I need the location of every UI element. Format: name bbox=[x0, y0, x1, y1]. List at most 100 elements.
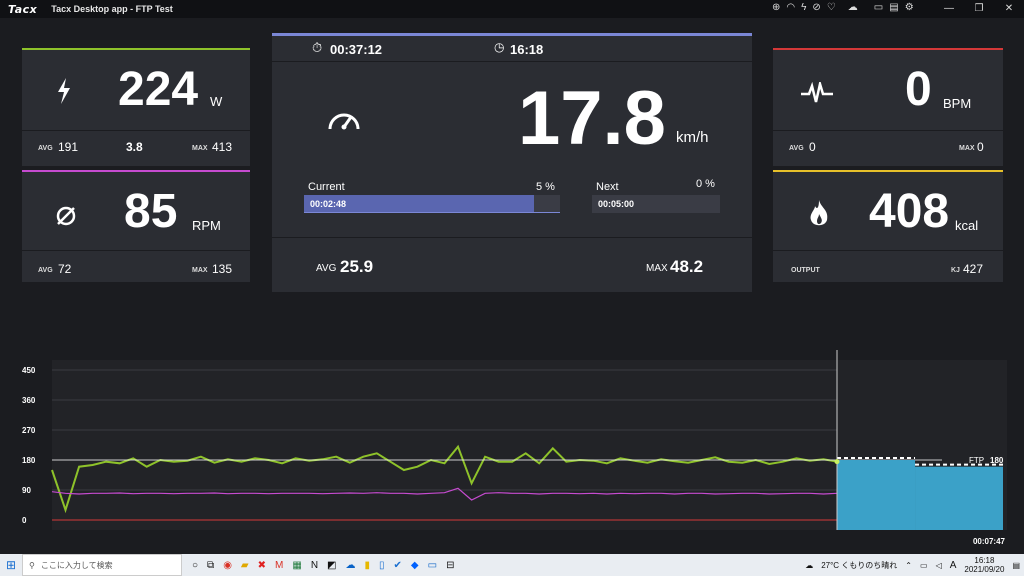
power-ratio-value: 3.8 bbox=[126, 140, 143, 154]
y-tick-label: 270 bbox=[22, 426, 36, 435]
screen-icon[interactable]: ▭ bbox=[873, 2, 884, 13]
y-tick-label: 90 bbox=[22, 486, 31, 495]
stopwatch-icon: ⏱ bbox=[312, 40, 323, 55]
heart-max-label: MAX bbox=[959, 145, 975, 152]
heart-sensor-icon[interactable]: ♡ bbox=[826, 2, 836, 13]
current-point bbox=[834, 459, 840, 465]
chrome-icon[interactable]: ◉ bbox=[223, 559, 232, 571]
cloud-icon[interactable]: ☁ bbox=[847, 2, 858, 13]
power-unit: W bbox=[210, 94, 223, 109]
notes-icon[interactable]: ▮ bbox=[364, 559, 371, 571]
dropbox-icon[interactable]: ◆ bbox=[410, 559, 419, 571]
cadence-icon bbox=[56, 206, 76, 226]
next-interval-time: 00:05:00 bbox=[598, 199, 635, 209]
search-icon: ⚲ bbox=[29, 560, 35, 570]
flame-icon bbox=[810, 200, 828, 226]
energy-accent-bar bbox=[773, 170, 1003, 172]
current-progress-fill bbox=[304, 195, 535, 212]
tray-chevron-icon[interactable]: ⌃ bbox=[905, 560, 912, 570]
file-explorer-icon[interactable]: ▰ bbox=[240, 559, 249, 571]
ime-indicator[interactable]: A bbox=[949, 559, 957, 571]
speed-avg-value: 25.9 bbox=[340, 257, 374, 276]
energy-kj-value: 427 bbox=[963, 262, 984, 276]
tray-clock[interactable]: 16:18 2021/09/20 bbox=[964, 556, 1004, 574]
phone-icon[interactable]: ▯ bbox=[379, 559, 385, 571]
power-panel: 224 W AVG 191 3.8 MAX 413 bbox=[22, 48, 250, 166]
speed-accent-bar bbox=[272, 33, 752, 36]
layout-icon[interactable]: ▤ bbox=[889, 2, 899, 13]
energy-panel: 408 kcal OUTPUT KJ 427 bbox=[773, 170, 1003, 282]
ftp-label: FTP bbox=[969, 456, 984, 465]
restore-button[interactable]: ❐ bbox=[974, 3, 984, 14]
speed-max-label: MAX bbox=[646, 263, 668, 274]
gmail-icon[interactable]: M bbox=[275, 559, 284, 571]
speed-bottom-divider bbox=[272, 237, 752, 238]
power-accent-bar bbox=[22, 48, 250, 50]
next-percent: 0 % bbox=[696, 178, 715, 190]
power-avg-label: AVG bbox=[38, 145, 53, 152]
app-icon[interactable]: ◩ bbox=[327, 559, 337, 571]
network-icon[interactable]: ▭ bbox=[920, 560, 928, 570]
heart-max-value: 0 bbox=[977, 140, 984, 154]
heartbeat-icon bbox=[801, 82, 833, 103]
usb-icon[interactable]: ⊟ bbox=[446, 559, 455, 571]
power-value: 224 bbox=[118, 63, 199, 116]
tacx-taskbar-icon[interactable]: ▭ bbox=[427, 559, 438, 571]
heart-divider bbox=[773, 130, 1003, 131]
remaining-time-label: 00:07:47 bbox=[973, 537, 1006, 546]
headphones-icon[interactable]: ◠ bbox=[786, 2, 796, 13]
y-tick-label: 0 bbox=[22, 516, 27, 525]
cadence-value: 85 bbox=[124, 185, 178, 238]
cortana-icon[interactable]: ○ bbox=[192, 559, 199, 571]
notification-icon[interactable]: ▤ bbox=[1012, 560, 1020, 570]
workout-block bbox=[837, 460, 916, 530]
next-progress-bar: 00:05:00 bbox=[592, 195, 720, 213]
taskbar-search-input[interactable]: ⚲ ここに入力して検索 bbox=[22, 554, 182, 576]
globe-icon[interactable]: ⊕ bbox=[772, 2, 781, 13]
cadence-divider bbox=[22, 250, 250, 251]
next-label: Next bbox=[596, 181, 619, 193]
start-icon[interactable]: ⊞ bbox=[6, 558, 17, 572]
xmind-icon[interactable]: ✖ bbox=[257, 559, 267, 571]
energy-divider bbox=[773, 250, 1003, 251]
cadence-accent-bar bbox=[22, 170, 250, 172]
cadence-max-label: MAX bbox=[192, 267, 208, 274]
clock-icon: ◷ bbox=[494, 40, 505, 54]
app-logo: Tacx bbox=[8, 2, 38, 16]
power-divider bbox=[22, 130, 250, 131]
heart-rate-value: 0 bbox=[905, 63, 932, 116]
weather-text[interactable]: 27°C くもりのち晴れ bbox=[821, 560, 898, 570]
cadence-max-value: 135 bbox=[212, 262, 233, 276]
settings-icon[interactable]: ⚙ bbox=[904, 2, 914, 13]
notion-icon[interactable]: N bbox=[310, 559, 319, 571]
title-bar: Tacx Tacx Desktop app - FTP Test ⊕ ◠ ϟ ⊘… bbox=[0, 0, 1024, 18]
minimize-button[interactable]: — bbox=[944, 3, 954, 14]
tray-time: 16:18 bbox=[974, 556, 995, 565]
energy-output-label: OUTPUT bbox=[791, 267, 820, 274]
speed-value: 17.8 bbox=[518, 76, 666, 161]
onedrive-icon[interactable]: ☁ bbox=[345, 559, 356, 571]
energy-unit: kcal bbox=[955, 218, 979, 233]
window-controls: — ❐ ✕ bbox=[934, 0, 1024, 18]
elapsed-time: 00:37:12 bbox=[330, 42, 383, 57]
cadence-panel: 85 RPM AVG 72 MAX 135 bbox=[22, 170, 250, 282]
task-view-icon[interactable]: ⧉ bbox=[207, 559, 215, 571]
energy-value: 408 bbox=[869, 185, 950, 238]
cadence-sensor-icon[interactable]: ⊘ bbox=[812, 2, 821, 13]
power-avg-value: 191 bbox=[58, 140, 79, 154]
power-sensor-icon[interactable]: ϟ bbox=[801, 2, 807, 13]
heart-avg-label: AVG bbox=[789, 145, 804, 152]
todo-icon[interactable]: ✔ bbox=[393, 559, 402, 571]
excel-icon[interactable]: ▦ bbox=[292, 559, 302, 571]
series-line-power bbox=[51, 444, 838, 514]
close-button[interactable]: ✕ bbox=[1004, 3, 1014, 14]
speedometer-icon bbox=[328, 113, 360, 130]
heart-accent-bar bbox=[773, 48, 1003, 50]
current-progress-bar: 00:02:48 bbox=[304, 195, 560, 213]
taskbar: ⊞ ⚲ ここに入力して検索 ○ ⧉ ◉ ▰ ✖ M ▦ N ◩ ☁ ▮ ▯ ✔ … bbox=[0, 554, 1024, 576]
volume-icon[interactable]: ◁ bbox=[935, 560, 942, 570]
heart-avg-value: 0 bbox=[809, 140, 816, 154]
cadence-avg-value: 72 bbox=[58, 262, 72, 276]
tray-date: 2021/09/20 bbox=[964, 565, 1005, 574]
current-interval-time: 00:02:48 bbox=[310, 199, 347, 209]
